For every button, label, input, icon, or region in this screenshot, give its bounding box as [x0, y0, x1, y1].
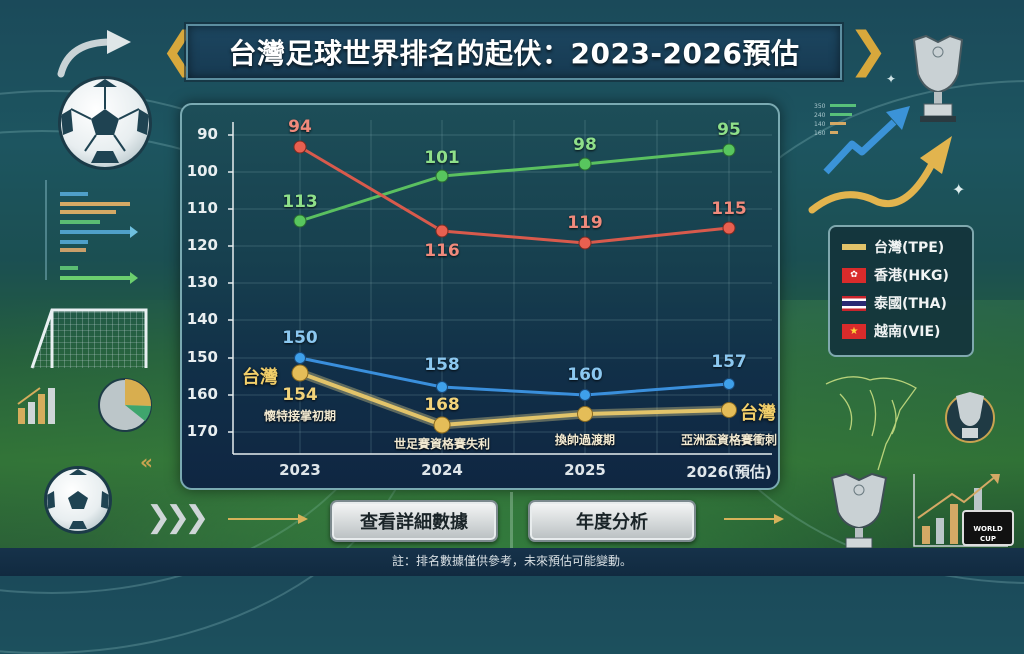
view-details-button[interactable]: 查看詳細數據 — [330, 500, 498, 542]
y-tick: 150 — [186, 348, 218, 366]
small-trophy-icon — [945, 392, 995, 443]
footer-bar — [0, 548, 1024, 576]
data-label-thailand: 150 — [282, 328, 318, 348]
forward-chevrons-icon: ❯❯❯ — [146, 500, 209, 535]
asian-cup-trophy-icon — [830, 472, 888, 554]
x-tick: 2026(預估) — [686, 463, 772, 481]
y-tick: 160 — [186, 385, 218, 403]
legend-label: 香港(HKG) — [874, 268, 949, 284]
y-tick: 140 — [186, 310, 218, 328]
svg-text:160: 160 — [814, 130, 826, 137]
svg-text:140: 140 — [814, 121, 826, 128]
legend-item-taiwan[interactable]: 台灣(TPE) — [842, 237, 944, 257]
y-tick: 130 — [186, 273, 218, 291]
arrow-right-icon-2 — [724, 514, 784, 524]
data-label-vietnam: 113 — [282, 192, 318, 212]
annotation-note: 亞洲盃資格賽衝刺 — [680, 433, 777, 447]
chart-panel: 90 100 110 120 130 140 150 160 170 2023 … — [180, 103, 780, 490]
series-taiwan-line — [299, 371, 730, 428]
world-cup-badge: WORLD CUP — [962, 510, 1014, 546]
y-tick: 170 — [186, 422, 218, 440]
data-label-thailand: 160 — [567, 365, 603, 385]
footnote: 註：排名數據僅供參考，未來預估可能變動。 — [391, 554, 632, 568]
bar-graph-decoration — [45, 180, 138, 284]
x-tick: 2024 — [421, 461, 463, 479]
world-cup-badge-line1: WORLD — [973, 525, 1003, 533]
annual-analysis-button-label: 年度分析 — [576, 512, 648, 533]
y-tick: 90 — [197, 125, 218, 143]
gold-bar-swatch-icon — [842, 244, 866, 250]
y-tick: 110 — [186, 199, 218, 217]
trend-up-arrow-gold-icon — [808, 136, 952, 214]
sparkle-icon-2: ✦ — [886, 72, 897, 86]
legend-item-vietnam[interactable]: ★ 越南(VIE) — [842, 321, 940, 341]
title-banner: 台灣足球世界排名的起伏：2023-2026預估 — [186, 24, 842, 80]
annotation-note: 懷特接掌初期 — [263, 409, 336, 423]
svg-text:240: 240 — [814, 112, 826, 119]
trophy-icon — [912, 34, 964, 122]
curved-arrow-icon — [57, 30, 131, 78]
taiwan-series-tag-right: 台灣 — [740, 403, 776, 424]
series-hongkong-points — [293, 140, 736, 250]
annual-analysis-button[interactable]: 年度分析 — [528, 500, 696, 542]
series-thailand-points — [294, 352, 735, 401]
hong-kong-flag-icon: ✿ — [842, 267, 866, 283]
data-label-hongkong: 119 — [567, 213, 603, 233]
data-label-thailand: 157 — [711, 352, 747, 372]
data-label-hongkong: 94 — [288, 117, 312, 137]
series-vietnam-points — [293, 143, 736, 228]
page-title: 台灣足球世界排名的起伏：2023-2026預估 — [228, 37, 800, 70]
data-label-taiwan: 168 — [424, 395, 460, 415]
world-cup-badge-line2: CUP — [980, 535, 996, 543]
thailand-flag-icon — [842, 295, 866, 311]
soccer-ball-icon — [58, 76, 152, 170]
x-tick: 2025 — [564, 461, 606, 479]
pie-chart-icon — [98, 378, 152, 432]
chart-gridlines — [233, 120, 772, 454]
legend-item-thailand[interactable]: 泰國(THA) — [842, 293, 947, 313]
series-thailand-line — [299, 356, 730, 397]
data-label-hongkong: 115 — [711, 199, 747, 219]
line-chart — [228, 120, 772, 455]
annotation-note: 換帥過渡期 — [554, 433, 615, 447]
data-label-hongkong: 116 — [424, 241, 460, 261]
legend-label: 台灣(TPE) — [874, 240, 945, 256]
data-label-vietnam: 98 — [573, 135, 597, 155]
data-label-thailand: 158 — [424, 355, 460, 375]
title-right-chevron-icon: ❯ — [848, 22, 889, 78]
data-label-vietnam: 101 — [424, 148, 460, 168]
goal-net-icon — [30, 308, 148, 369]
sparkle-icon: ✦ — [952, 180, 966, 199]
trend-up-arrow-blue-icon — [823, 106, 910, 175]
y-tick: 100 — [186, 162, 218, 180]
arrow-right-icon — [228, 514, 308, 524]
y-tick: 120 — [186, 236, 218, 254]
series-taiwan-points — [291, 364, 737, 434]
legend-label: 越南(VIE) — [874, 324, 941, 340]
series-hongkong-line — [299, 145, 730, 245]
taiwan-series-tag-left: 台灣 — [242, 367, 278, 388]
soccer-ball-icon-2 — [44, 466, 112, 534]
chart-legend: 台灣(TPE) ✿ 香港(HKG) 泰國(THA) ★ 越南(VIE) — [828, 225, 974, 357]
legend-label: 泰國(THA) — [874, 296, 947, 312]
legend-item-hongkong[interactable]: ✿ 香港(HKG) — [842, 265, 949, 285]
growth-bars-icon — [17, 387, 55, 424]
back-chevrons-icon: « — [140, 450, 153, 474]
mini-stats-decoration: 350 240 140 160 — [814, 103, 856, 137]
x-tick: 2023 — [279, 461, 321, 479]
data-label-vietnam: 95 — [717, 120, 741, 140]
map-outline-decoration — [825, 376, 917, 471]
annotation-note: 世足賽資格賽失利 — [393, 437, 490, 451]
view-details-button-label: 查看詳細數據 — [360, 512, 468, 533]
series-vietnam-line — [299, 148, 730, 223]
data-label-taiwan: 154 — [282, 385, 318, 405]
vietnam-flag-icon: ★ — [842, 323, 866, 339]
svg-text:350: 350 — [814, 103, 826, 110]
button-divider — [510, 492, 513, 548]
